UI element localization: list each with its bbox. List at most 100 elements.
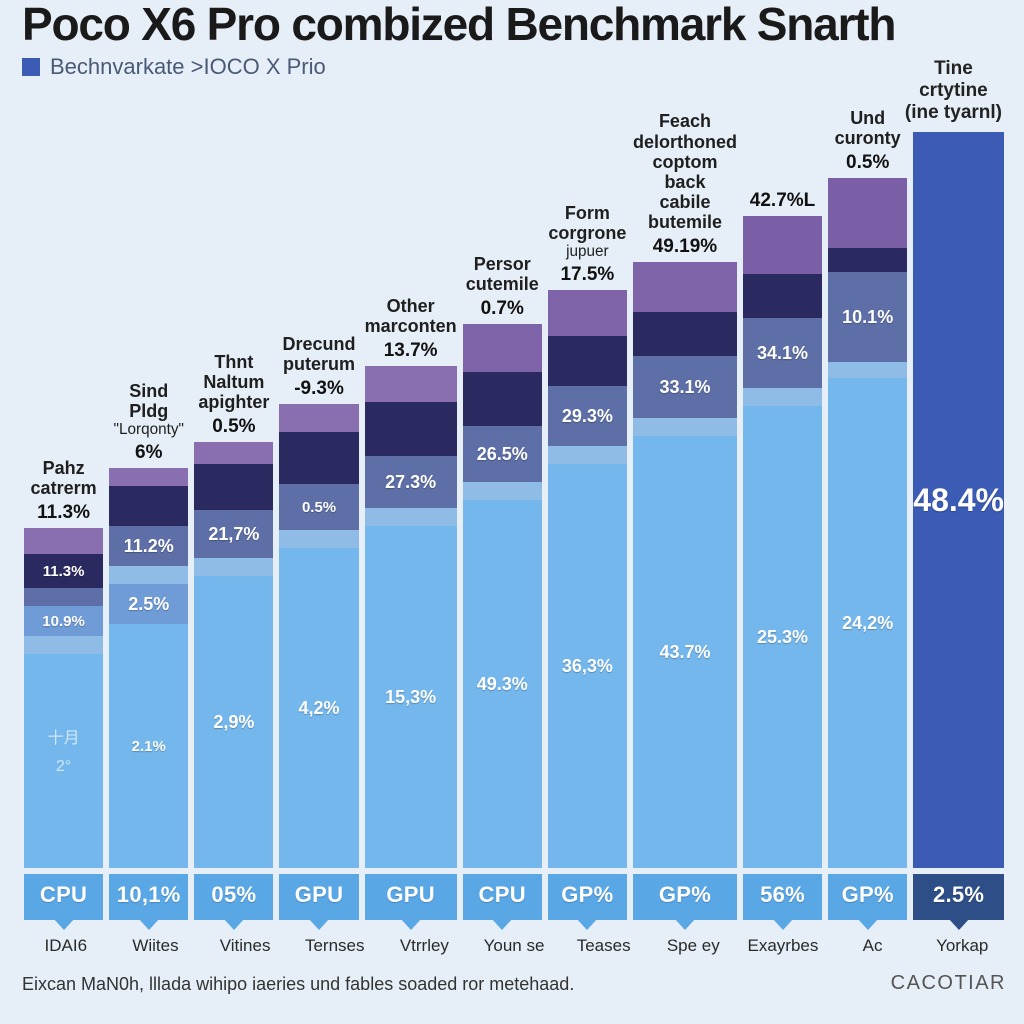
column-header-line: Feach delorthoned: [633, 111, 737, 151]
column-header-line: cabile: [633, 192, 737, 212]
column-top-value: 0.7%: [463, 298, 542, 320]
x-axis-label: Ternses: [293, 936, 377, 956]
bar-segment: [365, 508, 457, 526]
bar-stack: 33.1%43.7%: [633, 262, 737, 868]
bar-segment: [463, 324, 542, 372]
bar-inner-annotation: 2°: [56, 758, 71, 776]
column-footer-cap: CPU: [24, 874, 103, 920]
bar-segment: [365, 402, 457, 456]
column-top-value: 0.5%: [828, 152, 907, 174]
bar-segment: [279, 432, 358, 484]
x-axis-label: Wiites: [114, 936, 198, 956]
bar-column: Persorcutemile 0.7% 26.5% 49.3% CPU: [463, 254, 542, 920]
column-header-sub: jupuer: [548, 243, 627, 260]
column-top-value: 49.19%: [633, 236, 737, 258]
x-axis-label: Teases: [562, 936, 646, 956]
column-header-line: Pldg: [109, 401, 188, 421]
bar-segment: [633, 312, 737, 356]
column-footer-cap: GP%: [633, 874, 737, 920]
bar-stack: 29.3%36,3%: [548, 290, 627, 868]
bar-segment: [743, 388, 822, 406]
column-footer-cap: 05%: [194, 874, 273, 920]
column-top-value: 17.5%: [548, 264, 627, 286]
bar-segment: 4,2%: [279, 548, 358, 868]
column-top-value: -9.3%: [279, 378, 358, 400]
x-axis-labels: IDAI6WiitesVitinesTernsesVtrrleyYoun seT…: [22, 936, 1006, 956]
bar-column: Formcorgronejupuer17.5%29.3%36,3%GP%: [548, 203, 627, 920]
bar-segment: 0.5%: [279, 484, 358, 530]
bar-segment: 33.1%: [633, 356, 737, 418]
bar-stack: 11.3%10.9%十月2°: [24, 528, 103, 868]
column-header-line: Form: [548, 203, 627, 223]
column-header-line: corgrone: [548, 223, 627, 243]
bar-segment: 26.5%: [463, 426, 542, 482]
column-header-line: apighter: [194, 392, 273, 412]
column-top-value: 6%: [109, 442, 188, 464]
column-header-line: Thnt: [194, 352, 273, 372]
brand-mark: CACOTIAR: [891, 972, 1006, 995]
bar-segment: 36,3%: [548, 464, 627, 868]
bar-chart: Pahzcatrerm11.3%11.3%10.9%十月2°CPUSindPld…: [22, 100, 1006, 920]
bar-segment: 49.3%: [463, 500, 542, 868]
column-header-line: catrerm: [24, 478, 103, 498]
bar-stack: 48.4%: [913, 132, 1004, 868]
bar-stack: 34.1%25.3%: [743, 216, 822, 868]
column-header-line: cutemile: [463, 274, 542, 294]
bar-segment: 2.1%: [109, 624, 188, 868]
column-header: Pahzcatrerm: [24, 458, 103, 498]
column-header-line: Naltum: [194, 372, 273, 392]
bar-segment: [633, 262, 737, 312]
bar-column: 42.7%L34.1%25.3%56%: [743, 190, 822, 920]
column-header-sub: "Lorqonty": [109, 421, 188, 438]
column-header-line: curonty: [828, 128, 907, 148]
bar-column: Othermarconten13.7%27.3%15,3%GPU: [365, 296, 457, 920]
bar-segment: 48.4%: [913, 132, 1004, 868]
bar-column: Undcuronty0.5%10.1%24,2%GP%: [828, 108, 907, 920]
bar-stack: 26.5% 49.3%: [463, 324, 542, 868]
bar-column: Drecundputerum-9.3%0.5%4,2%GPU: [279, 334, 358, 920]
x-axis-label: Ac: [831, 936, 915, 956]
column-header: Drecundputerum: [279, 334, 358, 374]
bar-segment: [24, 588, 103, 606]
bar-segment: [743, 216, 822, 274]
bar-segment: [633, 418, 737, 436]
column-header: ThntNaltumapighter: [194, 352, 273, 412]
column-header-line: coptom back: [633, 152, 737, 192]
bar-segment: [828, 248, 907, 272]
x-axis-label: IDAI6: [24, 936, 108, 956]
bar-segment: [548, 290, 627, 336]
bar-segment: 21,7%: [194, 510, 273, 558]
bar-segment: 11.2%: [109, 526, 188, 566]
bar-segment: 2.5%: [109, 584, 188, 624]
bar-segment: [109, 486, 188, 526]
column-header-line: Other: [365, 296, 457, 316]
bar-column: ThntNaltumapighter0.5%21,7%2,9%05%: [194, 352, 273, 920]
x-axis-label: Vtrrley: [383, 936, 467, 956]
x-axis-label: Yorkap: [920, 936, 1004, 956]
column-header: Persorcutemile: [463, 254, 542, 294]
bar-segment: [365, 366, 457, 402]
column-header: Undcuronty: [828, 108, 907, 148]
column-header-line: Persor: [463, 254, 542, 274]
bar-segment: 34.1%: [743, 318, 822, 388]
legend-swatch: [22, 58, 40, 76]
bar-segment: [194, 442, 273, 464]
column-footer-cap: 10,1%: [109, 874, 188, 920]
footnote: Eixcan MaN0h, lllada wihipo iaeries und …: [22, 974, 574, 995]
bar-segment: [828, 178, 907, 248]
x-axis-label: Vitines: [203, 936, 287, 956]
column-header: Formcorgronejupuer: [548, 203, 627, 260]
column-header-line: Pahz: [24, 458, 103, 478]
bar-segment: [24, 636, 103, 654]
column-header-line: marconten: [365, 316, 457, 336]
column-top-value: 42.7%L: [743, 190, 822, 212]
bar-segment: [548, 336, 627, 386]
bar-segment: [463, 482, 542, 500]
bar-column: Feach delorthonedcoptom backcabilebutemi…: [633, 111, 737, 920]
bar-segment: 27.3%: [365, 456, 457, 508]
column-footer-cap: CPU: [463, 874, 542, 920]
bar-segment: [463, 372, 542, 426]
column-top-value: 11.3%: [24, 502, 103, 524]
column-footer-cap: GP%: [828, 874, 907, 920]
bar-segment: 15,3%: [365, 526, 457, 868]
